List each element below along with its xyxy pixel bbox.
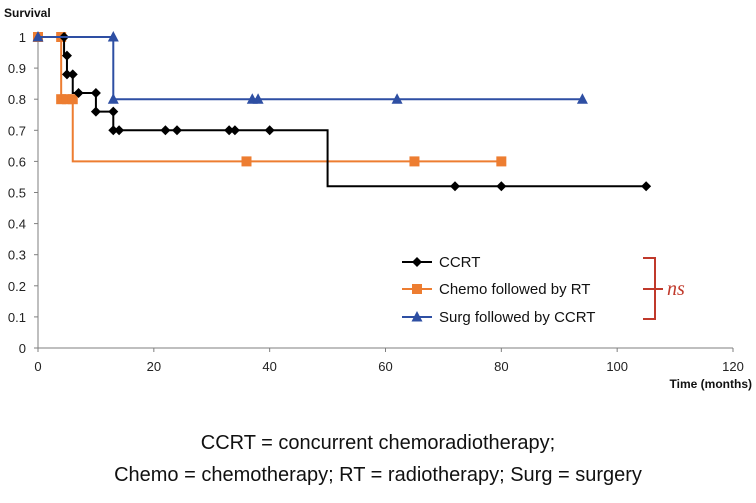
y-tick-label: 0.9: [8, 61, 26, 76]
y-tick-label: 0.4: [8, 217, 26, 232]
series-line-ccrt: [38, 36, 647, 188]
x-tick-label: 0: [34, 359, 41, 374]
data-point-ccrt: [67, 69, 78, 80]
data-point-ccrt: [450, 181, 460, 192]
series-layer: [32, 31, 652, 192]
series-line-surg-followed-by-ccrt: [38, 36, 583, 101]
y-tick-label: 0.2: [8, 279, 26, 294]
series-ccrt: [38, 32, 652, 192]
y-tick-label: 0.1: [8, 310, 26, 325]
data-point-ccrt: [172, 125, 182, 136]
significance-label: ns: [667, 278, 685, 300]
y-tick-label: 0: [19, 341, 26, 356]
legend-label: Surg followed by CCRT: [439, 309, 595, 326]
y-tick-label: 0.8: [8, 92, 26, 107]
data-point-surg-followed-by-ccrt: [252, 93, 264, 104]
legend-item-surg-followed-by-ccrt: Surg followed by CCRT: [402, 309, 595, 326]
data-point-chemo-followed-by-rt: [61, 94, 72, 105]
data-point-ccrt: [61, 50, 72, 61]
x-tick-label: 60: [378, 359, 392, 374]
data-point-chemo-followed-by-rt: [241, 156, 252, 167]
x-tick-label: 80: [494, 359, 508, 374]
data-point-surg-followed-by-ccrt: [32, 31, 44, 42]
legend-marker: [412, 257, 422, 267]
data-point-chemo-followed-by-rt: [56, 94, 67, 105]
y-tick-label: 0.7: [8, 123, 26, 138]
data-point-ccrt: [90, 106, 101, 117]
data-point-ccrt: [496, 181, 507, 192]
data-point-ccrt: [641, 181, 652, 192]
x-axis-title: Time (months): [670, 377, 752, 391]
y-tick-label: 1: [19, 30, 26, 45]
axes: 0 0.1 0.2 0.3 0.4 0.5 0.6 0.7 0.8 0.9 1 0 20 40 60 80 10…: [4, 6, 752, 391]
data-point-surg-followed-by-ccrt: [576, 93, 588, 104]
data-point-ccrt: [264, 125, 275, 136]
data-point-ccrt: [108, 125, 119, 136]
data-point-ccrt: [160, 125, 171, 136]
y-axis-title: Survival: [4, 6, 51, 20]
data-point-ccrt: [108, 106, 119, 117]
bracket-line: [643, 257, 663, 320]
legend-marker: [412, 284, 422, 294]
data-point-ccrt: [229, 125, 240, 136]
legend-item-chemo-followed-by-rt: Chemo followed by RT: [402, 281, 590, 298]
data-point-chemo-followed-by-rt: [409, 156, 420, 167]
data-point-ccrt: [224, 125, 235, 136]
caption-abbreviations-line2: Chemo = chemotherapy; RT = radiotherapy;…: [114, 464, 642, 486]
data-point-ccrt: [61, 69, 72, 80]
x-tick-label: 20: [147, 359, 161, 374]
legend-label: CCRT: [439, 254, 480, 271]
survival-chart: 0 0.1 0.2 0.3 0.4 0.5 0.6 0.7 0.8 0.9 1 0 20 40 60 80 10…: [4, 6, 752, 391]
legend-marker: [411, 311, 423, 322]
data-point-surg-followed-by-ccrt: [107, 93, 119, 104]
legend-item-ccrt: CCRT: [402, 254, 480, 271]
x-tick-label: 40: [262, 359, 276, 374]
series-surg-followed-by-ccrt: [32, 31, 588, 104]
data-point-ccrt: [90, 87, 101, 98]
y-tick-label: 0.6: [8, 154, 26, 169]
data-point-chemo-followed-by-rt: [67, 94, 78, 105]
data-point-ccrt: [73, 87, 84, 98]
data-point-surg-followed-by-ccrt: [107, 31, 119, 42]
x-tick-label: 100: [606, 359, 628, 374]
y-tick-label: 0.3: [8, 248, 26, 263]
legend-label: Chemo followed by RT: [439, 281, 590, 298]
data-point-ccrt: [114, 125, 125, 136]
y-tick-label: 0.5: [8, 186, 26, 201]
significance-bracket: ns: [643, 257, 685, 320]
x-tick-label: 120: [722, 359, 744, 374]
data-point-surg-followed-by-ccrt: [391, 93, 403, 104]
caption-abbreviations-line1: CCRT = concurrent chemoradiotherapy;: [200, 432, 556, 454]
data-point-chemo-followed-by-rt: [496, 156, 507, 167]
legend: CCRT Chemo followed by RT Surg followed by…: [402, 254, 685, 326]
